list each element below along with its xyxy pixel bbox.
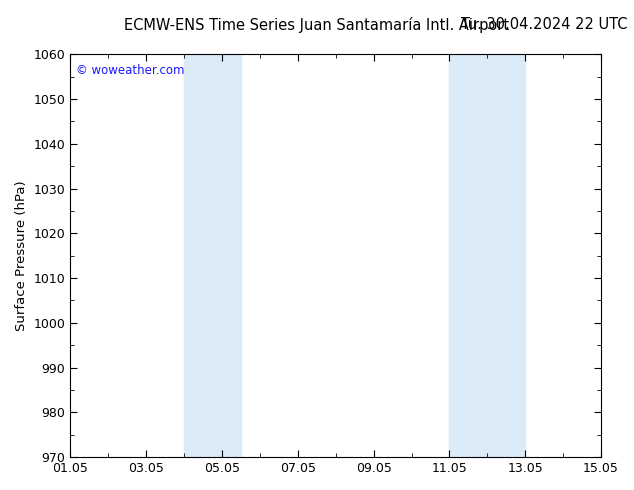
- Bar: [450, 54, 525, 457]
- Text: ECMW-ENS Time Series Juan Santamaría Intl. Airport: ECMW-ENS Time Series Juan Santamaría Int…: [124, 17, 510, 33]
- Bar: [184, 54, 241, 457]
- Text: © woweather.com: © woweather.com: [75, 64, 184, 77]
- Y-axis label: Surface Pressure (hPa): Surface Pressure (hPa): [15, 180, 28, 331]
- Text: Tu. 30.04.2024 22 UTC: Tu. 30.04.2024 22 UTC: [461, 17, 628, 32]
